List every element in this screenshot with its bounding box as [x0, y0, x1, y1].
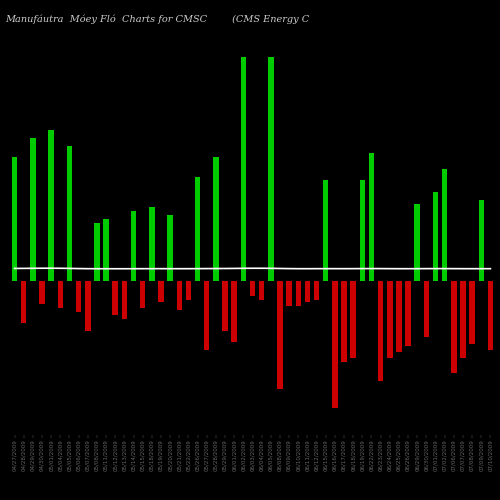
- Bar: [94, 223, 100, 280]
- Bar: [250, 280, 255, 296]
- Bar: [488, 280, 493, 350]
- Bar: [378, 280, 384, 381]
- Bar: [424, 280, 429, 336]
- Bar: [259, 280, 264, 300]
- Bar: [277, 280, 282, 388]
- Bar: [451, 280, 456, 374]
- Bar: [478, 200, 484, 280]
- Bar: [195, 176, 200, 281]
- Bar: [460, 280, 466, 358]
- Bar: [140, 280, 145, 307]
- Bar: [131, 212, 136, 280]
- Bar: [314, 280, 320, 300]
- Bar: [240, 57, 246, 280]
- Bar: [30, 138, 36, 280]
- Bar: [232, 280, 237, 342]
- Bar: [149, 208, 154, 281]
- Bar: [12, 158, 18, 280]
- Bar: [396, 280, 402, 352]
- Bar: [85, 280, 90, 331]
- Bar: [122, 280, 127, 320]
- Bar: [360, 180, 365, 280]
- Bar: [40, 280, 45, 304]
- Bar: [286, 280, 292, 306]
- Bar: [470, 280, 475, 344]
- Bar: [58, 280, 63, 307]
- Bar: [304, 280, 310, 302]
- Bar: [332, 280, 338, 408]
- Bar: [368, 154, 374, 280]
- Bar: [158, 280, 164, 302]
- Bar: [296, 280, 301, 306]
- Bar: [442, 169, 448, 280]
- Bar: [104, 219, 109, 280]
- Bar: [323, 180, 328, 280]
- Bar: [176, 280, 182, 310]
- Bar: [112, 280, 118, 316]
- Bar: [433, 192, 438, 280]
- Bar: [213, 158, 218, 280]
- Bar: [350, 280, 356, 358]
- Bar: [204, 280, 210, 350]
- Bar: [414, 204, 420, 281]
- Bar: [406, 280, 411, 346]
- Bar: [387, 280, 392, 358]
- Bar: [21, 280, 26, 323]
- Bar: [76, 280, 82, 312]
- Bar: [168, 215, 173, 280]
- Bar: [66, 146, 72, 280]
- Bar: [48, 130, 54, 280]
- Bar: [186, 280, 191, 300]
- Bar: [222, 280, 228, 331]
- Text: Manufáutra  Móey Fló  Charts for CMSC        (CMS Energy C: Manufáutra Móey Fló Charts for CMSC (…: [5, 15, 309, 24]
- Bar: [342, 280, 347, 361]
- Bar: [268, 57, 274, 280]
